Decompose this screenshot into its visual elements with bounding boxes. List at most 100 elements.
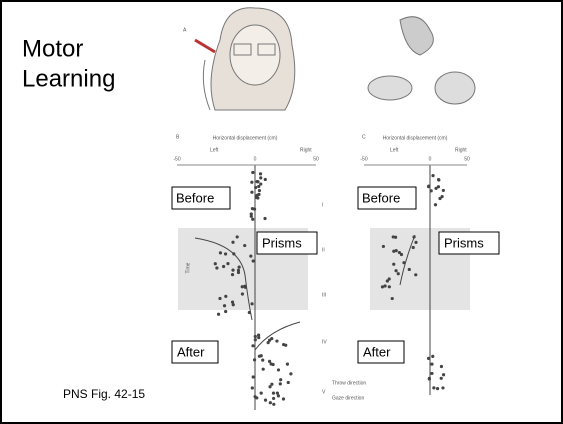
label-after: After (363, 344, 391, 359)
dot (241, 292, 244, 295)
dot (282, 397, 285, 400)
dot (231, 269, 234, 272)
dot (282, 343, 285, 346)
dot (276, 391, 279, 394)
dot (408, 268, 411, 271)
dot (264, 399, 267, 402)
dot (255, 396, 258, 399)
title-line: Learning (22, 65, 115, 92)
dot (243, 244, 246, 247)
dot (214, 262, 217, 265)
dot (261, 359, 264, 362)
stage: IV (322, 339, 327, 345)
axis-side: Right (300, 147, 312, 153)
dot (263, 217, 266, 220)
dot (289, 372, 292, 375)
dot (257, 333, 260, 336)
dot (232, 252, 235, 255)
dot (268, 360, 271, 363)
dot (217, 313, 220, 316)
dot (430, 372, 433, 375)
axis-side: Right (455, 147, 467, 153)
dot (277, 394, 280, 397)
dot (382, 245, 385, 248)
dot (215, 266, 218, 269)
dot (277, 368, 280, 371)
dot (430, 363, 433, 366)
dot (241, 285, 244, 288)
dot (440, 377, 443, 380)
dot (272, 397, 275, 400)
tick: 0 (254, 156, 257, 162)
dot (412, 235, 415, 238)
dot (251, 386, 254, 389)
dot (250, 191, 253, 194)
dot (253, 358, 256, 361)
dot (224, 295, 227, 298)
label-after: After (177, 344, 205, 359)
dot (252, 375, 255, 378)
dot (257, 193, 260, 196)
dot (430, 189, 433, 192)
dot (237, 271, 240, 274)
dot (226, 262, 229, 265)
dot (287, 381, 290, 384)
dot (432, 386, 435, 389)
dot (243, 285, 246, 288)
dot (270, 383, 273, 386)
dot (400, 253, 403, 256)
dot (238, 266, 241, 269)
stage: II (322, 247, 325, 253)
tick: 0 (429, 156, 432, 162)
dot (232, 303, 235, 306)
dot (256, 180, 259, 183)
dot (259, 172, 262, 175)
dot (231, 300, 234, 303)
dot (251, 171, 254, 174)
label-prisms: Prisms (262, 235, 302, 250)
dot (231, 273, 234, 276)
dot (250, 181, 253, 184)
legend-text: Gaze direction (332, 395, 364, 401)
dot (412, 246, 415, 249)
dot (392, 250, 395, 253)
tick: -50 (360, 156, 367, 162)
dot (391, 297, 394, 300)
dot (436, 387, 439, 390)
tick: -50 (173, 156, 180, 162)
dot (254, 186, 257, 189)
dot (442, 373, 445, 376)
dot (397, 272, 400, 275)
label-prisms: Prisms (444, 235, 484, 250)
dot (224, 252, 227, 255)
dot (272, 392, 275, 395)
dot (250, 215, 253, 218)
axis-title: Horizontal displacement (cm) (213, 135, 278, 141)
dot (441, 195, 444, 198)
dot (272, 363, 275, 366)
label-before: Before (362, 190, 400, 205)
dot (258, 355, 261, 358)
dot (248, 311, 251, 314)
title-line: Motor (22, 35, 83, 62)
dot (268, 339, 271, 342)
dot (431, 355, 434, 358)
dot (218, 297, 221, 300)
dot (383, 284, 386, 287)
axis-title: Horizontal displacement (cm) (383, 135, 448, 141)
dot (269, 401, 272, 404)
dot (251, 207, 254, 210)
stage: III (322, 292, 326, 298)
dot (279, 382, 282, 385)
dot (251, 218, 254, 221)
label-before: Before (176, 190, 214, 205)
dot (262, 368, 265, 371)
dot (251, 344, 254, 347)
dot (394, 269, 397, 272)
dot (388, 277, 391, 280)
dot (250, 302, 253, 305)
panel-letter: C (362, 134, 366, 140)
dot (231, 241, 234, 244)
dot (427, 185, 430, 188)
dot (431, 174, 434, 177)
